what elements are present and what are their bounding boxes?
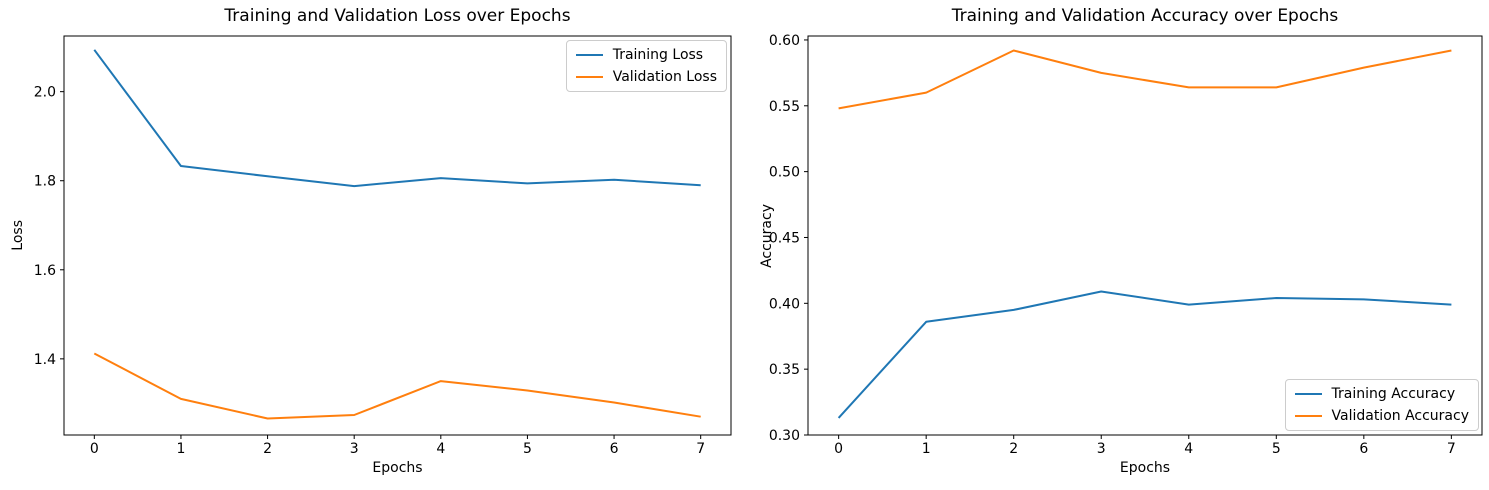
validation-loss-line-swatch: [575, 75, 603, 79]
loss-plot-area: 0 1 2 3 4 5 6 7 1.4 1.6 1.8 2.0: [34, 35, 732, 457]
axes-frame: [807, 35, 1483, 436]
x-tick-label: 7: [696, 441, 705, 457]
y-tick-label: 0.35: [769, 362, 800, 378]
legend-label-training-accuracy: Training Accuracy: [1331, 386, 1456, 402]
y-tick-label: 2.0: [34, 85, 56, 101]
legend-entry-validation-loss: Validation Loss: [575, 68, 717, 86]
legend-label-validation-accuracy: Validation Accuracy: [1331, 408, 1470, 424]
legend-entry-training-loss: Training Loss: [575, 46, 717, 64]
x-tick-label: 6: [1359, 441, 1368, 457]
loss-chart-title: Training and Validation Loss over Epochs: [224, 6, 571, 26]
loss-chart: 0 1 2 3 4 5 6 7 1.4 1.6 1.8 2.0 Training and Valida…: [0, 0, 744, 490]
y-tick-label: 0.45: [769, 230, 800, 246]
loss-y-axis-label-wrap: Loss: [8, 36, 28, 435]
y-tick-label: 0.55: [769, 99, 800, 115]
y-tick-label: 0.30: [769, 428, 800, 444]
y-tick-label: 0.60: [769, 33, 800, 49]
legend-label-training-loss: Training Loss: [612, 47, 704, 63]
accuracy-chart-title: Training and Validation Accuracy over Ep…: [951, 6, 1339, 26]
x-tick-label: 2: [1009, 441, 1018, 457]
x-tick-label: 7: [1447, 441, 1456, 457]
accuracy-legend: Training Accuracy Validation Accuracy: [1284, 379, 1479, 431]
accuracy-y-axis-label-wrap: Accuracy: [757, 36, 777, 435]
legend-entry-validation-accuracy: Validation Accuracy: [1294, 407, 1470, 425]
accuracy-plot-area: 0 1 2 3 4 5 6 7 0.30 0.35 0.40 0.45 0.50 0.55 0.60: [769, 33, 1483, 457]
x-tick-label: 4: [436, 441, 445, 457]
y-tick-label: 1.8: [34, 174, 56, 190]
y-tick-label: 0.40: [769, 296, 800, 312]
series-line-validation-loss: [93, 352, 701, 420]
x-tick-label: 3: [1097, 441, 1106, 457]
loss-x-axis-label: Epochs: [372, 460, 423, 476]
x-tick-label: 4: [1184, 441, 1193, 457]
x-tick-label: 3: [350, 441, 359, 457]
loss-legend: Training Loss Validation Loss: [565, 40, 727, 92]
series-line-validation-accuracy: [838, 49, 1452, 110]
axes-frame: [63, 35, 732, 436]
y-tick-label: 1.6: [34, 263, 56, 279]
series-line-training-accuracy: [837, 290, 1452, 419]
x-tick-label: 5: [1272, 441, 1281, 457]
x-tick-label: 0: [834, 441, 843, 457]
x-tick-label: 5: [523, 441, 532, 457]
legend-label-validation-loss: Validation Loss: [612, 69, 717, 85]
accuracy-y-axis-label: Accuracy: [759, 203, 775, 268]
x-tick-label: 2: [263, 441, 272, 457]
validation-accuracy-line-swatch: [1294, 414, 1322, 418]
training-loss-line-swatch: [575, 53, 603, 57]
y-tick-label: 1.4: [34, 352, 56, 368]
loss-y-axis-label: Loss: [10, 220, 26, 251]
training-accuracy-line-swatch: [1294, 392, 1322, 396]
x-tick-label: 6: [610, 441, 619, 457]
x-tick-label: 0: [90, 441, 99, 457]
legend-entry-training-accuracy: Training Accuracy: [1294, 385, 1470, 403]
series-line-training-loss: [93, 49, 701, 188]
x-tick-label: 1: [922, 441, 931, 457]
x-tick-label: 1: [176, 441, 185, 457]
y-tick-label: 0.50: [769, 165, 800, 181]
accuracy-chart: 0 1 2 3 4 5 6 7 0.30 0.35 0.40 0.45 0.50 0.55 0.60 Tra…: [745, 0, 1489, 490]
accuracy-x-axis-label: Epochs: [1119, 460, 1171, 476]
